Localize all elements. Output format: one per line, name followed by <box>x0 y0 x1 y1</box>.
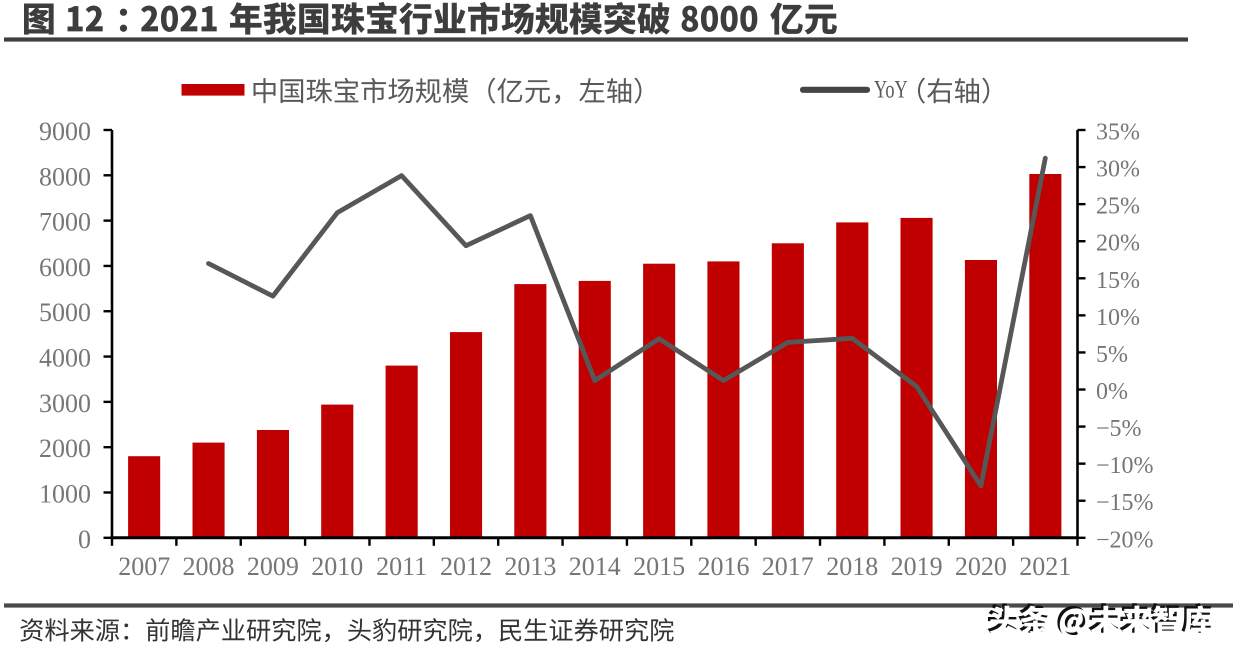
svg-text:2000: 2000 <box>39 434 91 463</box>
svg-text:3000: 3000 <box>39 389 91 418</box>
svg-text:2012: 2012 <box>440 552 492 581</box>
svg-text:2007: 2007 <box>118 552 170 581</box>
svg-text:2017: 2017 <box>762 552 814 581</box>
svg-text:−5%: −5% <box>1096 416 1142 442</box>
svg-text:2016: 2016 <box>698 552 750 581</box>
svg-text:30%: 30% <box>1096 157 1140 183</box>
svg-text:7000: 7000 <box>39 208 91 237</box>
svg-text:9000: 9000 <box>39 117 91 146</box>
svg-text:15%: 15% <box>1096 268 1140 294</box>
svg-text:2013: 2013 <box>504 552 556 581</box>
svg-text:2008: 2008 <box>183 552 235 581</box>
svg-text:2019: 2019 <box>891 552 943 581</box>
svg-text:8000: 8000 <box>39 162 91 191</box>
svg-text:10%: 10% <box>1096 305 1140 331</box>
svg-text:−15%: −15% <box>1096 490 1154 516</box>
svg-text:25%: 25% <box>1096 194 1140 220</box>
svg-text:2011: 2011 <box>376 552 427 581</box>
svg-text:2010: 2010 <box>311 552 363 581</box>
svg-text:4000: 4000 <box>39 344 91 373</box>
svg-text:0%: 0% <box>1096 379 1128 405</box>
svg-text:1000: 1000 <box>39 480 91 509</box>
svg-text:6000: 6000 <box>39 253 91 282</box>
svg-text:−20%: −20% <box>1096 527 1154 553</box>
svg-text:0: 0 <box>78 525 91 554</box>
svg-text:2018: 2018 <box>826 552 878 581</box>
svg-text:−10%: −10% <box>1096 453 1154 479</box>
svg-text:2015: 2015 <box>633 552 685 581</box>
svg-text:2020: 2020 <box>955 552 1007 581</box>
svg-text:2014: 2014 <box>569 552 621 581</box>
svg-text:YoY: YoY <box>874 76 908 103</box>
svg-text:2009: 2009 <box>247 552 299 581</box>
svg-text:35%: 35% <box>1096 120 1140 146</box>
svg-text:5%: 5% <box>1096 342 1128 368</box>
svg-text:5000: 5000 <box>39 298 91 327</box>
svg-text:2021: 2021 <box>1019 552 1071 581</box>
svg-text:20%: 20% <box>1096 231 1140 257</box>
